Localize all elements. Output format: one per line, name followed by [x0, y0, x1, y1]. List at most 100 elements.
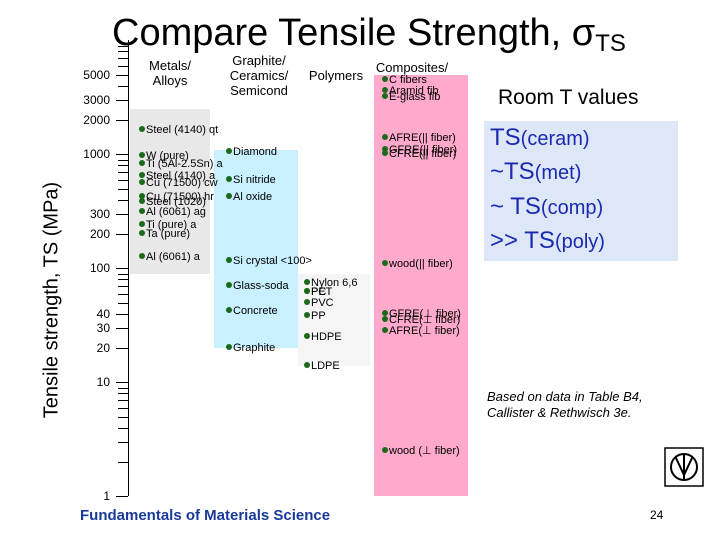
- data-point-label: Ti (pure) a: [146, 218, 197, 231]
- y-tick-label: 3000: [83, 92, 110, 107]
- y-tick-label: 1: [103, 489, 110, 504]
- data-point-label: Ti (5Al-2.5Sn) a: [146, 157, 223, 170]
- column-header-metals: Metals/ Alloys: [149, 58, 191, 88]
- data-point-label: PC: [311, 285, 327, 298]
- data-point-marker: [382, 259, 388, 266]
- y-tick-label: 5000: [83, 67, 110, 82]
- y-minor-tick: [118, 407, 128, 409]
- university-seal-icon: [664, 447, 704, 487]
- data-point: PVC: [304, 297, 334, 309]
- data-point: C fibers: [382, 74, 427, 86]
- data-point-label: wood(|| fiber): [389, 257, 453, 270]
- data-point-label: GFRE(⊥ fiber): [389, 307, 461, 320]
- data-point-label: LDPE: [311, 359, 340, 372]
- data-point: Nylon 6,6: [304, 277, 357, 289]
- data-point-marker: [139, 229, 145, 236]
- slide-title: Compare Tensile Strength, σTS: [112, 12, 626, 57]
- y-minor-tick: [118, 85, 128, 87]
- data-point: Concrete: [226, 305, 278, 317]
- data-point: Si crystal <100>: [226, 255, 312, 267]
- data-point-label: GFRE(|| fiber): [389, 143, 458, 156]
- column-header-polymers: Polymers: [308, 68, 364, 83]
- data-point-marker: [382, 150, 388, 157]
- y-minor-tick: [118, 199, 128, 201]
- y-tick-label: 10: [96, 375, 110, 390]
- source-note: Based on data in Table B4, Callister & R…: [487, 389, 643, 420]
- data-point-marker: [139, 125, 145, 132]
- y-tick-label: 20: [96, 340, 110, 355]
- y-minor-tick: [118, 347, 128, 349]
- data-point: Ti (pure) a: [139, 219, 196, 231]
- data-point-label: CFRE(|| fiber): [389, 148, 457, 161]
- data-point: Steel (4140) qt: [139, 124, 218, 136]
- data-point: HDPE: [304, 331, 342, 343]
- data-point: PET: [304, 286, 332, 298]
- y-tick: [116, 154, 128, 156]
- data-point: Diamond: [226, 146, 277, 158]
- data-point-marker: [304, 332, 310, 339]
- data-point-marker: [382, 327, 388, 334]
- relation-ceramics: TS(ceram): [490, 124, 590, 151]
- data-point-marker: [382, 86, 388, 93]
- data-point-label: PET: [311, 285, 333, 298]
- page-number: 24: [650, 508, 664, 522]
- data-point-marker: [226, 175, 232, 182]
- data-point-label: Al oxide: [233, 191, 273, 204]
- data-point-marker: [139, 179, 145, 185]
- data-point-marker: [226, 193, 232, 200]
- y-tick-label: 100: [89, 261, 110, 276]
- y-tick: [116, 268, 128, 270]
- data-point: AFRE(|| fiber): [382, 132, 456, 144]
- footer-title: Fundamentals of Materials Science: [80, 507, 331, 524]
- data-point-label: Cu (71500) cw: [146, 177, 218, 189]
- data-point: Ti (5Al-2.5Sn) a: [139, 158, 223, 170]
- data-point-marker: [139, 152, 145, 159]
- y-minor-tick: [118, 65, 128, 67]
- y-minor-tick: [118, 427, 128, 429]
- data-point: Aramid fib: [382, 85, 439, 97]
- data-point-label: Diamond: [233, 145, 278, 158]
- data-point: wood(|| fiber): [382, 258, 453, 270]
- y-minor-tick: [118, 399, 128, 401]
- relation-metals: ~TS(met): [490, 158, 582, 185]
- data-point: PP: [304, 310, 326, 322]
- range-bar: [374, 74, 468, 497]
- data-point-label: Steel (4140) qt: [146, 123, 219, 136]
- relation-composites: ~ TS(comp): [490, 193, 604, 220]
- y-tick-label: 2000: [83, 112, 110, 127]
- data-point-label: Steel (1020): [146, 196, 206, 209]
- data-point-marker: [382, 92, 388, 99]
- y-minor-tick: [118, 313, 128, 315]
- data-point-marker: [382, 145, 388, 152]
- data-point-marker: [139, 171, 145, 178]
- data-point-marker: [226, 281, 232, 288]
- y-tick-label: 40: [96, 306, 110, 321]
- y-minor-tick: [118, 159, 128, 161]
- y-minor-tick: [118, 57, 128, 59]
- y-tick: [116, 496, 128, 498]
- y-minor-tick: [118, 188, 128, 190]
- data-point-marker: [304, 298, 310, 305]
- data-point-marker: [382, 316, 388, 323]
- y-tick-label: 300: [89, 206, 110, 221]
- data-point: Cu (71500) cw: [139, 177, 218, 189]
- y-tick-label: 200: [89, 226, 110, 241]
- y-minor-tick: [118, 165, 128, 167]
- y-minor-tick: [118, 233, 128, 235]
- data-point: Al (6061) a: [139, 251, 200, 263]
- y-minor-tick: [118, 293, 128, 295]
- range-bar: [298, 273, 370, 366]
- data-point-marker: [382, 309, 388, 316]
- data-point: Al oxide: [226, 191, 272, 203]
- data-point-marker: [382, 75, 388, 82]
- data-point: CFRE(⊥ fiber): [382, 314, 460, 326]
- data-point-marker: [139, 220, 145, 227]
- data-point-label: Graphite: [233, 341, 276, 354]
- y-minor-tick: [118, 393, 128, 395]
- range-bar: [130, 108, 210, 274]
- y-minor-tick: [118, 99, 128, 101]
- data-point-label: Cu (71500) hr: [146, 191, 214, 204]
- data-point: Glass-soda: [226, 280, 289, 292]
- data-point: Cu (71500) hr: [139, 191, 214, 203]
